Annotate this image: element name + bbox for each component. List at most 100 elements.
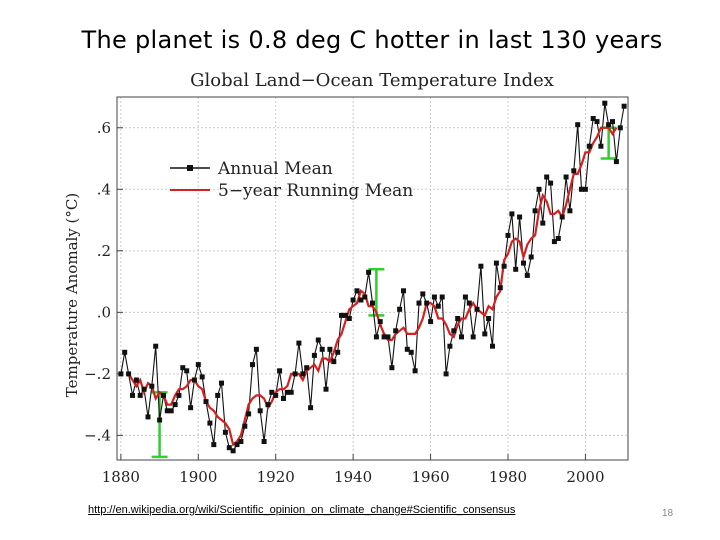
legend-running-label: 5−year Running Mean bbox=[218, 181, 413, 201]
annual-mean-point bbox=[191, 377, 197, 383]
annual-mean-point bbox=[253, 346, 259, 352]
annual-mean-point bbox=[505, 232, 511, 238]
y-tick-label: −.2 bbox=[84, 365, 111, 383]
annual-mean-point bbox=[451, 328, 457, 334]
annual-mean-point bbox=[370, 300, 375, 306]
annual-mean-point bbox=[315, 337, 321, 343]
annual-mean-point bbox=[567, 208, 573, 214]
annual-mean-point bbox=[354, 288, 360, 294]
annual-mean-point bbox=[613, 159, 619, 165]
annual-mean-point bbox=[470, 334, 476, 340]
annual-mean-point bbox=[582, 186, 588, 192]
annual-mean-point bbox=[501, 263, 507, 269]
x-tick-label: 1880 bbox=[102, 468, 140, 486]
annual-mean-point bbox=[153, 343, 159, 349]
annual-mean-point bbox=[269, 389, 275, 395]
annual-mean-point bbox=[428, 319, 434, 325]
annual-mean-point bbox=[362, 294, 368, 300]
annual-mean-point bbox=[319, 346, 325, 352]
annual-mean-point bbox=[528, 254, 534, 260]
annual-mean-point bbox=[493, 260, 499, 266]
annual-mean-point bbox=[459, 334, 464, 340]
annual-mean-point bbox=[393, 328, 399, 334]
annual-mean-point bbox=[331, 359, 337, 365]
legend: Annual Mean 5−year Running Mean bbox=[170, 159, 413, 201]
annual-mean-point bbox=[602, 100, 608, 106]
annual-mean-point bbox=[497, 285, 503, 291]
annual-mean-point bbox=[575, 122, 581, 128]
annual-mean-point bbox=[141, 386, 147, 392]
annual-mean-point bbox=[215, 392, 221, 398]
series-layer bbox=[118, 100, 627, 454]
annual-mean-point bbox=[524, 272, 530, 278]
annual-mean-point bbox=[265, 402, 271, 408]
annual-mean-point bbox=[443, 371, 449, 377]
annual-mean-point bbox=[327, 346, 333, 352]
annual-mean-point bbox=[462, 294, 468, 300]
annual-mean-point bbox=[242, 423, 248, 429]
annual-mean-point bbox=[598, 143, 604, 149]
annual-mean-point bbox=[346, 316, 352, 321]
annual-mean-point bbox=[474, 306, 480, 312]
annual-mean-point bbox=[222, 429, 228, 435]
annual-mean-point bbox=[277, 368, 283, 374]
annual-mean-point bbox=[308, 405, 314, 411]
annual-mean-point bbox=[513, 266, 519, 272]
annual-mean-point bbox=[284, 389, 290, 395]
annual-mean-point bbox=[544, 174, 550, 180]
annual-mean-point bbox=[610, 119, 615, 125]
plot-frame bbox=[116, 96, 629, 461]
annual-mean-point bbox=[431, 294, 437, 300]
annual-mean-point bbox=[447, 343, 453, 349]
annual-mean-point bbox=[532, 208, 538, 214]
annual-mean-point bbox=[521, 260, 526, 266]
annual-mean-point bbox=[424, 300, 430, 306]
annual-mean-point bbox=[571, 168, 577, 174]
annual-mean-point bbox=[482, 331, 488, 337]
annual-mean-point bbox=[168, 408, 174, 414]
annual-mean-point bbox=[420, 291, 426, 297]
annual-mean-point bbox=[304, 365, 310, 371]
annual-mean-point bbox=[230, 448, 236, 454]
annual-mean-point bbox=[621, 103, 627, 109]
annual-mean-point bbox=[404, 346, 410, 352]
annual-mean-point bbox=[292, 371, 298, 377]
annual-mean-point bbox=[207, 420, 213, 426]
annual-mean-point bbox=[559, 214, 565, 220]
source-link[interactable]: http://en.wikipedia.org/wiki/Scientific_… bbox=[88, 504, 516, 516]
annual-mean-point bbox=[455, 316, 461, 321]
annual-mean-point bbox=[339, 312, 344, 318]
annual-mean-point bbox=[551, 239, 557, 245]
legend-annual-marker bbox=[187, 165, 193, 171]
annual-mean-point bbox=[296, 340, 302, 346]
running-mean-line bbox=[127, 126, 618, 447]
annual-mean-point bbox=[536, 186, 542, 192]
legend-annual-label: Annual Mean bbox=[217, 159, 333, 179]
annual-mean-point bbox=[377, 319, 383, 325]
annual-mean-point bbox=[281, 396, 286, 401]
annual-mean-point bbox=[164, 408, 170, 414]
annual-mean-point bbox=[234, 442, 240, 448]
annual-mean-point bbox=[300, 371, 306, 377]
annual-mean-point bbox=[133, 377, 139, 383]
annual-mean-point bbox=[350, 297, 356, 303]
y-tick-label: .2 bbox=[97, 242, 111, 260]
annual-mean-point bbox=[195, 362, 201, 368]
grid-lines bbox=[117, 97, 628, 460]
annual-mean-point bbox=[509, 211, 515, 217]
annual-mean-point bbox=[486, 316, 492, 321]
annual-mean-point bbox=[145, 414, 151, 420]
annual-mean-point bbox=[408, 349, 414, 355]
x-tick-label: 2000 bbox=[566, 468, 604, 486]
annual-mean-point bbox=[226, 445, 232, 451]
annual-mean-point bbox=[323, 386, 329, 392]
annual-mean-point bbox=[238, 439, 244, 444]
annual-mean-point bbox=[335, 349, 341, 355]
annual-mean-point bbox=[617, 125, 623, 131]
slide-title: The planet is 0.8 deg C hotter in last 1… bbox=[81, 26, 663, 54]
annual-mean-point bbox=[137, 392, 143, 398]
y-tick-label: .0 bbox=[97, 303, 111, 321]
annual-mean-point bbox=[416, 300, 422, 306]
annual-mean-point bbox=[180, 365, 186, 371]
page-number: 18 bbox=[662, 508, 674, 519]
